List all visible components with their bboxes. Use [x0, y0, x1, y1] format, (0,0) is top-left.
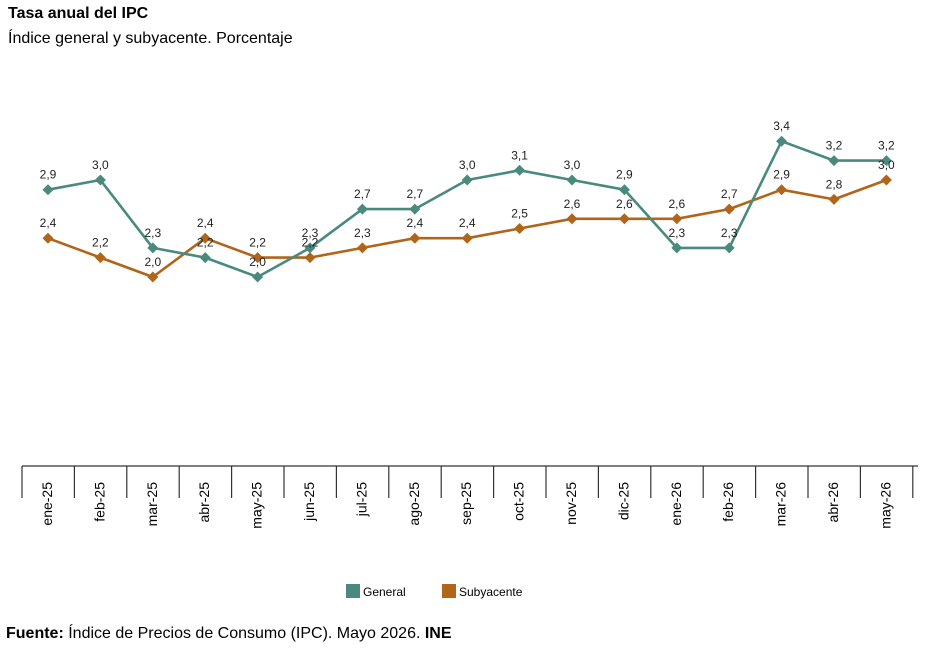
- data-label-general: 2,7: [406, 187, 423, 201]
- legend-label: General: [363, 585, 406, 599]
- data-label-subyacente: 2,9: [773, 168, 790, 182]
- data-point-general: [252, 271, 264, 283]
- data-point-general: [42, 184, 54, 196]
- data-label-subyacente: 2,2: [92, 236, 109, 250]
- x-tick-label: abr-26: [825, 482, 841, 523]
- x-tick-label: jun-25: [301, 482, 317, 522]
- x-tick-label: mar-25: [144, 482, 160, 527]
- chart-title: Tasa anual del IPC: [8, 5, 149, 22]
- data-label-general: 3,0: [459, 158, 476, 172]
- data-point-general: [94, 174, 106, 186]
- x-tick-label: feb-25: [91, 482, 107, 522]
- data-label-subyacente: 2,6: [564, 197, 581, 211]
- x-tick-label: mar-26: [773, 482, 789, 527]
- source-label: Fuente:: [6, 625, 64, 642]
- data-label-subyacente: 2,6: [616, 197, 633, 211]
- data-point-subyacente: [828, 193, 840, 205]
- data-label-subyacente: 2,8: [826, 177, 843, 191]
- data-point-general: [618, 184, 630, 196]
- data-point-general: [147, 242, 159, 254]
- data-label-general: 2,3: [668, 226, 685, 240]
- data-point-subyacente: [514, 223, 526, 234]
- data-label-subyacente: 2,6: [668, 197, 685, 211]
- x-tick-label: ago-25: [406, 482, 422, 526]
- data-label-subyacente: 2,0: [144, 255, 161, 269]
- data-point-subyacente: [94, 252, 106, 264]
- data-point-subyacente: [199, 232, 211, 244]
- source-note: Fuente: Índice de Precios de Consumo (IP…: [6, 625, 452, 643]
- data-label-subyacente: 2,2: [249, 236, 266, 250]
- line-chart: ene-25 feb-25 mar-25 abr-25 may-25 jun-25 jul-…: [21, 119, 918, 599]
- data-point-subyacente: [461, 232, 473, 244]
- data-point-general: [199, 252, 211, 264]
- data-point-subyacente: [409, 232, 421, 244]
- data-label-general: 2,3: [144, 226, 161, 240]
- data-point-subyacente: [304, 252, 316, 264]
- x-tick-label: ene-25: [39, 482, 55, 526]
- x-tick-label: may-26: [877, 482, 893, 529]
- data-point-subyacente: [880, 174, 892, 186]
- data-point-general: [356, 203, 368, 215]
- data-point-general: [409, 203, 421, 215]
- data-label-subyacente: 2,4: [40, 216, 57, 230]
- data-label-general: 2,9: [40, 168, 57, 182]
- legend-label: Subyacente: [459, 585, 523, 599]
- data-point-general: [776, 135, 788, 147]
- data-label-subyacente: 2,7: [721, 187, 738, 201]
- x-tick-label: jul-25: [353, 482, 369, 517]
- source-org: INE: [424, 625, 452, 642]
- data-point-general: [828, 155, 840, 167]
- x-tick-label: may-25: [249, 482, 265, 529]
- data-point-subyacente: [566, 213, 578, 225]
- data-point-subyacente: [671, 213, 683, 225]
- data-point-subyacente: [147, 271, 159, 283]
- x-tick-label: nov-25: [563, 482, 579, 525]
- data-label-general: 2,2: [197, 236, 214, 250]
- data-label-subyacente: 3,0: [878, 158, 895, 172]
- x-tick-label: oct-25: [511, 482, 527, 521]
- data-point-subyacente: [252, 252, 264, 264]
- data-label-general: 2,3: [302, 226, 319, 240]
- data-label-general: 2,3: [721, 226, 738, 240]
- x-tick-label: dic-25: [615, 482, 631, 520]
- data-label-general: 3,0: [92, 158, 109, 172]
- data-label-subyacente: 2,5: [511, 207, 528, 221]
- x-tick-label: feb-26: [720, 482, 736, 522]
- data-label-subyacente: 2,4: [197, 216, 214, 230]
- data-label-general: 3,1: [511, 148, 528, 162]
- x-tick-label: sep-25: [458, 482, 474, 525]
- data-label-subyacente: 2,4: [406, 216, 423, 230]
- data-point-subyacente: [723, 203, 735, 215]
- legend-swatch: [346, 584, 360, 598]
- data-label-general: 3,4: [773, 119, 790, 133]
- data-label-subyacente: 2,2: [302, 236, 319, 250]
- legend-swatch: [442, 584, 456, 598]
- data-point-general: [880, 155, 892, 167]
- data-label-subyacente: 2,4: [459, 216, 476, 230]
- x-tick-label: abr-25: [196, 482, 212, 523]
- data-point-general: [514, 164, 526, 176]
- x-tick-label: ene-26: [668, 482, 684, 526]
- source-text: Índice de Precios de Consumo (IPC). Mayo…: [68, 625, 421, 642]
- data-label-general: 2,7: [354, 187, 371, 201]
- data-label-subyacente: 2,3: [354, 226, 371, 240]
- data-point-subyacente: [618, 213, 630, 225]
- data-point-general: [461, 174, 473, 186]
- data-label-general: 2,0: [249, 255, 266, 269]
- data-point-subyacente: [42, 232, 54, 244]
- data-point-general: [671, 242, 683, 254]
- data-point-subyacente: [356, 242, 368, 254]
- data-point-general: [723, 242, 735, 254]
- data-label-general: 2,9: [616, 168, 633, 182]
- data-label-general: 3,0: [564, 158, 581, 172]
- chart-subtitle: Índice general y subyacente. Porcentaje: [8, 30, 293, 47]
- data-point-general: [304, 242, 316, 254]
- data-label-general: 3,2: [826, 139, 843, 153]
- data-label-general: 3,2: [878, 139, 895, 153]
- data-point-subyacente: [776, 184, 788, 196]
- data-point-general: [566, 174, 578, 186]
